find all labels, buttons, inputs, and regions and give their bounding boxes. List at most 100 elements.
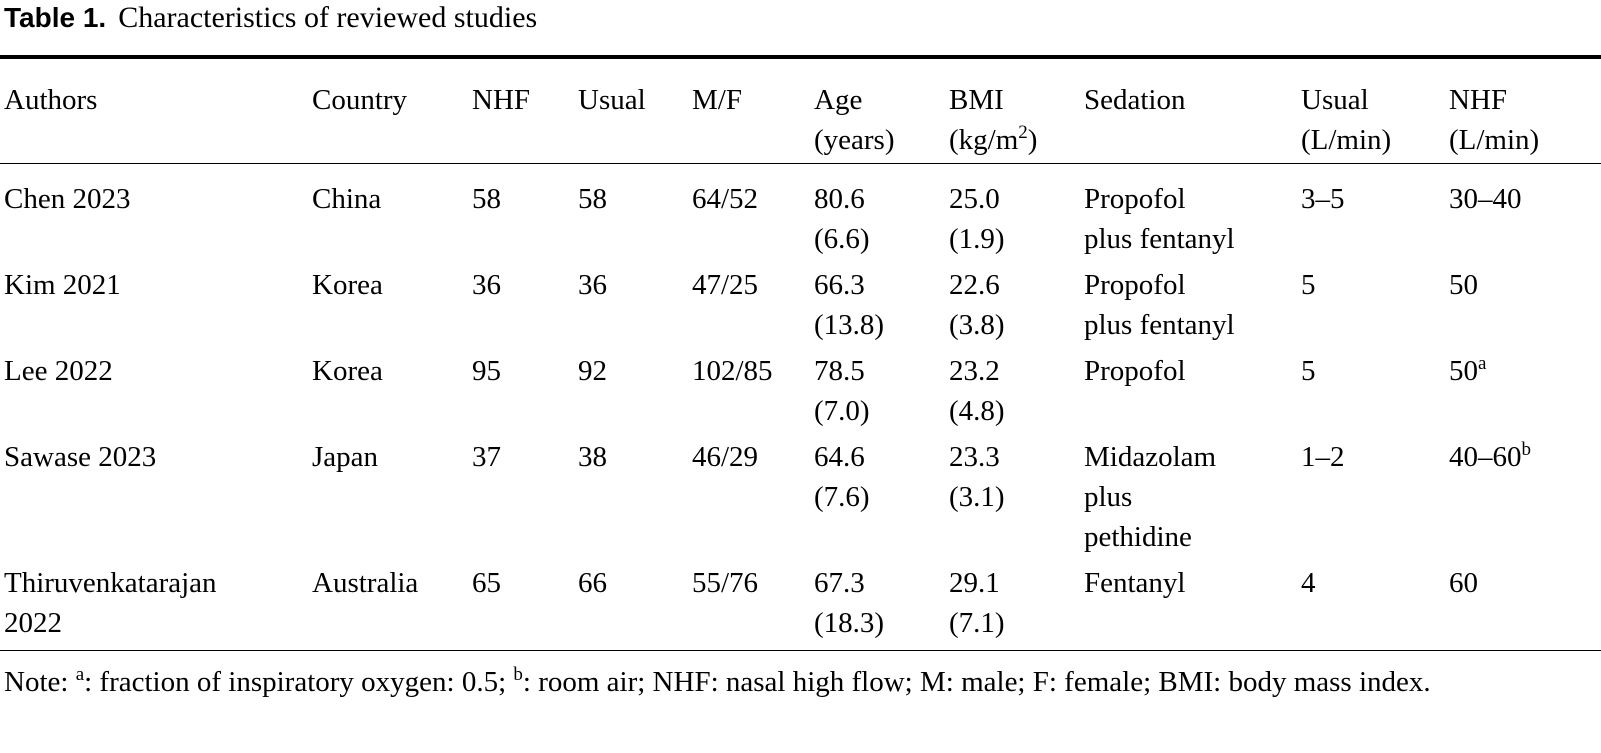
header-row: Authors Country NHF Usual M/F Age (years) BMI (k… (0, 57, 1601, 164)
cell-male-female: 64/52 (692, 164, 814, 266)
cell-usual-flow: 1–2 (1301, 437, 1449, 563)
column-header-line: Usual (1301, 84, 1369, 116)
cell-nhf-flow-value: 50 (1449, 269, 1478, 301)
column-header-line: Age (814, 84, 863, 116)
cell-sedation-line: Propofol (1084, 355, 1186, 387)
column-header-line: Sedation (1084, 84, 1186, 116)
cell-nhf-n-value: 95 (472, 355, 501, 387)
cell-bmi-line: 25.0 (949, 183, 1000, 215)
cell-usual-n: 36 (578, 265, 692, 351)
cell-nhf-n: 37 (472, 437, 578, 563)
cell-authors-line: Sawase 2023 (4, 441, 157, 473)
column-header: Country (312, 57, 472, 164)
cell-sedation-line: plus (1084, 481, 1133, 513)
cell-male-female-value: 55/76 (692, 567, 759, 599)
table-body: Chen 2023 China 58 58 64/52 80.6 (6.6) 25.0 (1.9… (0, 164, 1601, 651)
cell-bmi-line: (1.9) (949, 223, 1005, 255)
cell-usual-flow-value: 5 (1301, 355, 1316, 387)
cell-nhf-flow: 50 (1449, 265, 1601, 351)
table-row: Kim 2021 Korea 36 36 47/25 66.3 (13.8) 22.6 (3.8… (0, 265, 1601, 351)
cell-bmi: 29.1 (7.1) (949, 563, 1084, 651)
table-label: Table 1. (4, 2, 107, 33)
column-header-unit-text: (kg/m (949, 124, 1019, 156)
cell-male-female-value: 64/52 (692, 183, 759, 215)
cell-country-value: Korea (312, 355, 383, 387)
cell-bmi: 22.6 (3.8) (949, 265, 1084, 351)
cell-nhf-n-value: 36 (472, 269, 501, 301)
cell-nhf-flow: 30–40 (1449, 164, 1601, 266)
note-text-a: : fraction of inspiratory oxygen: 0.5; (84, 666, 514, 698)
table-caption: Table 1. Characteristics of reviewed stud… (4, 0, 537, 41)
cell-country-value: Korea (312, 269, 383, 301)
cell-age-line: 64.6 (814, 441, 865, 473)
cell-sedation-line: plus fentanyl (1084, 223, 1235, 255)
cell-bmi-line: 23.3 (949, 441, 1000, 473)
cell-nhf-flow: 40–60b (1449, 437, 1601, 563)
column-header: Usual (578, 57, 692, 164)
note-sup-a: a (75, 664, 85, 685)
column-header-line: M/F (692, 84, 742, 116)
column-header: NHF (472, 57, 578, 164)
cell-bmi-line: 23.2 (949, 355, 1000, 387)
cell-age-line: 66.3 (814, 269, 865, 301)
column-header-unit: (years) (814, 120, 949, 160)
cell-male-female-value: 47/25 (692, 269, 759, 301)
cell-nhf-n: 36 (472, 265, 578, 351)
column-header-line: NHF (472, 84, 531, 116)
cell-usual-n-value: 58 (578, 183, 607, 215)
table-row: Chen 2023 China 58 58 64/52 80.6 (6.6) 25.0 (1.9… (0, 164, 1601, 266)
cell-nhf-n: 95 (472, 351, 578, 437)
cell-sedation-line: Propofol (1084, 269, 1186, 301)
cell-nhf-flow-value: 40–60 (1449, 441, 1522, 473)
column-header-unit-text: (years) (814, 124, 895, 156)
characteristics-table: Authors Country NHF Usual M/F Age (years) BMI (k… (0, 55, 1601, 651)
cell-nhf-flow-value: 60 (1449, 567, 1478, 599)
cell-nhf-n-value: 65 (472, 567, 501, 599)
cell-age: 67.3 (18.3) (814, 563, 949, 651)
cell-age-line: (6.6) (814, 223, 870, 255)
cell-bmi-line: (4.8) (949, 395, 1005, 427)
cell-country: Korea (312, 351, 472, 437)
column-header-unit-text: (L/min) (1301, 124, 1392, 156)
cell-age-line: (18.3) (814, 607, 885, 639)
cell-nhf-n: 58 (472, 164, 578, 266)
cell-usual-n-value: 36 (578, 269, 607, 301)
cell-sedation: Propofol plus fentanyl (1084, 164, 1301, 266)
column-header-unit-text: (L/min) (1449, 124, 1540, 156)
cell-bmi-line: (3.8) (949, 309, 1005, 341)
table-row: Lee 2022 Korea 95 92 102/85 78.5 (7.0) 23.2 (4.8… (0, 351, 1601, 437)
cell-age: 66.3 (13.8) (814, 265, 949, 351)
cell-authors-line: Kim 2021 (4, 269, 121, 301)
cell-usual-flow-value: 4 (1301, 567, 1316, 599)
cell-nhf-n: 65 (472, 563, 578, 651)
column-header-line: NHF (1449, 84, 1508, 116)
cell-country: Japan (312, 437, 472, 563)
cell-age: 80.6 (6.6) (814, 164, 949, 266)
cell-nhf-n-value: 58 (472, 183, 501, 215)
cell-nhf-n-value: 37 (472, 441, 501, 473)
cell-age-line: (13.8) (814, 309, 885, 341)
footnote-marker: a (1478, 353, 1487, 374)
cell-male-female-value: 46/29 (692, 441, 759, 473)
cell-bmi-line: 29.1 (949, 567, 1000, 599)
cell-age-line: (7.6) (814, 481, 870, 513)
cell-bmi-line: 22.6 (949, 269, 1000, 301)
cell-usual-n: 58 (578, 164, 692, 266)
column-header-line: Authors (4, 84, 98, 116)
cell-sedation-line: plus fentanyl (1084, 309, 1235, 341)
column-header-unit-close: ) (1027, 124, 1038, 156)
column-header-unit: (L/min) (1449, 120, 1601, 160)
column-header: Usual (L/min) (1301, 57, 1449, 164)
cell-authors-line: 2022 (4, 607, 62, 639)
cell-age-line: (7.0) (814, 395, 870, 427)
cell-usual-flow: 5 (1301, 265, 1449, 351)
table-header: Authors Country NHF Usual M/F Age (years) BMI (k… (0, 57, 1601, 164)
column-header-unit: (L/min) (1301, 120, 1449, 160)
cell-male-female-value: 102/85 (692, 355, 773, 387)
cell-sedation-line: Propofol (1084, 183, 1186, 215)
column-header-line: BMI (949, 84, 1004, 116)
cell-sedation-line: pethidine (1084, 521, 1192, 553)
cell-male-female: 55/76 (692, 563, 814, 651)
note-prefix: Note: (4, 666, 76, 698)
